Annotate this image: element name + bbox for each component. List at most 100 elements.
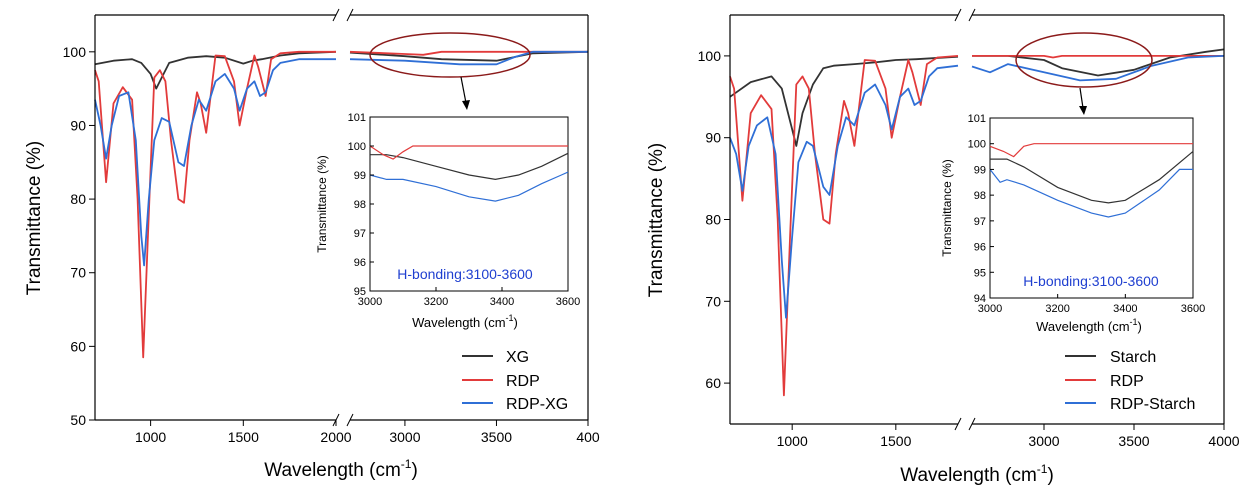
x-tick-label: 3500 bbox=[481, 429, 512, 445]
right-legend-label-rdpstarch: RDP-Starch bbox=[1110, 396, 1195, 413]
y-tick-label: 80 bbox=[705, 212, 721, 228]
right-y-axis-label: Transmittance (%) bbox=[646, 143, 667, 298]
left-chart: 50 60 70 80 90 100 1000 1500 2000 3000 3500 400 Tra… bbox=[24, 8, 600, 481]
series-line-rdp-starch-seg1 bbox=[971, 55, 1225, 82]
inset-y-tick-label: 100 bbox=[968, 139, 986, 151]
inset-y-tick-label: 97 bbox=[974, 216, 986, 228]
series-line-starch-seg1 bbox=[972, 48, 1225, 77]
x-tick-label: 400 bbox=[576, 429, 600, 445]
inset-y-tick-label: 96 bbox=[974, 242, 986, 254]
inset-y-tick-label: 99 bbox=[354, 170, 366, 182]
y-tick-label: 80 bbox=[70, 191, 86, 207]
series-line-rdp-seg0 bbox=[729, 55, 959, 397]
left-inset-plot bbox=[369, 145, 569, 202]
left-inset-y-label: Transmittance (%) bbox=[315, 155, 329, 253]
right-axis-break-bottom bbox=[954, 417, 976, 431]
inset-y-tick-label: 98 bbox=[974, 190, 986, 202]
inset-y-tick-label: 95 bbox=[974, 267, 986, 279]
inset-y-tick-label: 99 bbox=[974, 164, 986, 176]
inset-x-tick-label: 3600 bbox=[1181, 303, 1205, 315]
x-tick-label: 3000 bbox=[1028, 433, 1059, 449]
x-tick-label: 1500 bbox=[228, 429, 259, 445]
left-legend: XG RDP RDP-XG bbox=[462, 349, 568, 413]
left-inset-ticks: 95 96 97 98 99 100 101 3000 3200 3400 3600 bbox=[348, 112, 581, 308]
right-chart: 60 70 80 90 100 1000 1500 3000 3500 4000 Transmit… bbox=[646, 8, 1240, 486]
x-tick-label: 1000 bbox=[777, 433, 808, 449]
series-line-xg-seg0 bbox=[94, 50, 337, 90]
left-inset-x-label: Wavelength (cm-1) bbox=[412, 313, 518, 330]
right-legend-label-starch: Starch bbox=[1110, 349, 1156, 366]
left-legend-label-rdpxg: RDP-XG bbox=[506, 396, 568, 413]
y-tick-label: 70 bbox=[705, 293, 721, 309]
left-legend-label-rdp: RDP bbox=[506, 373, 540, 390]
x-tick-label: 3000 bbox=[389, 429, 420, 445]
inset-y-tick-label: 95 bbox=[354, 286, 366, 298]
series-line-rdp-seg0 bbox=[94, 50, 336, 359]
y-tick-label: 50 bbox=[70, 412, 86, 428]
inset-x-tick-label: 3200 bbox=[1045, 303, 1069, 315]
right-inset-chart: 94 95 96 97 98 99 100 101 3000 3200 3400 3600 Trans… bbox=[940, 113, 1205, 334]
y-tick-label: 60 bbox=[705, 375, 721, 391]
inset-y-tick-label: 100 bbox=[348, 141, 366, 153]
right-inset-ticks: 94 95 96 97 98 99 100 101 3000 3200 3400 3600 bbox=[968, 113, 1206, 315]
inset-series-line-2 bbox=[369, 171, 569, 202]
left-inset-chart: 95 96 97 98 99 100 101 3000 3200 3400 3600 Transmi… bbox=[315, 112, 580, 330]
y-tick-label: 90 bbox=[70, 117, 86, 133]
x-tick-label: 2000 bbox=[320, 429, 351, 445]
right-inset-annotation: H-bonding:3100-3600 bbox=[1023, 273, 1159, 289]
right-legend: Starch RDP RDP-Starch bbox=[1065, 349, 1195, 413]
right-axis-break-top bbox=[954, 8, 976, 22]
series-line-rdp-xg-seg0 bbox=[94, 58, 336, 267]
inset-series-line-2 bbox=[989, 168, 1193, 218]
right-legend-label-rdp: RDP bbox=[1110, 373, 1144, 390]
left-axis-break-top bbox=[332, 8, 354, 22]
left-y-axis-label: Transmittance (%) bbox=[24, 141, 45, 296]
inset-y-tick-label: 98 bbox=[354, 199, 366, 211]
series-line-rdp-seg1 bbox=[972, 55, 1224, 59]
x-tick-label: 1500 bbox=[880, 433, 911, 449]
y-tick-label: 100 bbox=[698, 48, 722, 64]
inset-x-tick-label: 3400 bbox=[1113, 303, 1137, 315]
left-highlight-ellipse bbox=[369, 32, 531, 78]
left-ticks: 50 60 70 80 90 100 1000 1500 2000 3000 3500 400 bbox=[63, 44, 600, 445]
right-inset-frame bbox=[989, 117, 1194, 299]
inset-y-tick-label: 101 bbox=[348, 112, 366, 124]
left-arrow-head bbox=[462, 100, 470, 110]
y-tick-label: 60 bbox=[70, 338, 86, 354]
x-tick-label: 1000 bbox=[135, 429, 166, 445]
left-inset-annotation: H-bonding:3100-3600 bbox=[397, 266, 533, 282]
inset-y-tick-label: 101 bbox=[968, 113, 986, 125]
inset-y-tick-label: 96 bbox=[354, 257, 366, 269]
inset-series-line-1 bbox=[989, 143, 1193, 158]
left-plot-area bbox=[94, 50, 589, 359]
right-inset-x-label: Wavelength (cm-1) bbox=[1036, 317, 1142, 334]
right-inset-y-label: Transmittance (%) bbox=[940, 159, 954, 257]
inset-series-line-1 bbox=[369, 145, 568, 160]
x-tick-label: 4000 bbox=[1208, 433, 1239, 449]
left-inset-frame bbox=[369, 116, 569, 292]
series-line-rdp-seg1 bbox=[349, 50, 588, 56]
inset-x-tick-label: 3200 bbox=[424, 296, 448, 308]
y-tick-label: 100 bbox=[63, 44, 87, 60]
inset-y-tick-label: 97 bbox=[354, 228, 366, 240]
inset-y-tick-label: 94 bbox=[974, 293, 986, 305]
left-arrow-line bbox=[460, 76, 467, 104]
series-line-xg-seg1 bbox=[349, 50, 589, 62]
inset-series-line-0 bbox=[990, 150, 1194, 204]
right-plot-area bbox=[729, 48, 1225, 397]
series-line-rdp-xg-seg1 bbox=[349, 50, 588, 66]
left-x-axis-label: Wavelength (cm-1) bbox=[264, 457, 418, 481]
inset-series-line-0 bbox=[370, 152, 569, 181]
inset-x-tick-label: 3600 bbox=[556, 296, 580, 308]
right-inset-plot bbox=[989, 143, 1194, 218]
inset-x-tick-label: 3400 bbox=[490, 296, 514, 308]
series-line-rdp-starch-seg0 bbox=[729, 64, 959, 319]
x-tick-label: 3500 bbox=[1118, 433, 1149, 449]
y-tick-label: 70 bbox=[70, 265, 86, 281]
right-arrow-head bbox=[1079, 106, 1087, 115]
right-highlight-ellipse bbox=[1015, 32, 1153, 88]
inset-x-tick-label: 3000 bbox=[978, 303, 1002, 315]
left-legend-label-xg: XG bbox=[506, 349, 529, 366]
series-line-starch-seg0 bbox=[729, 55, 959, 147]
